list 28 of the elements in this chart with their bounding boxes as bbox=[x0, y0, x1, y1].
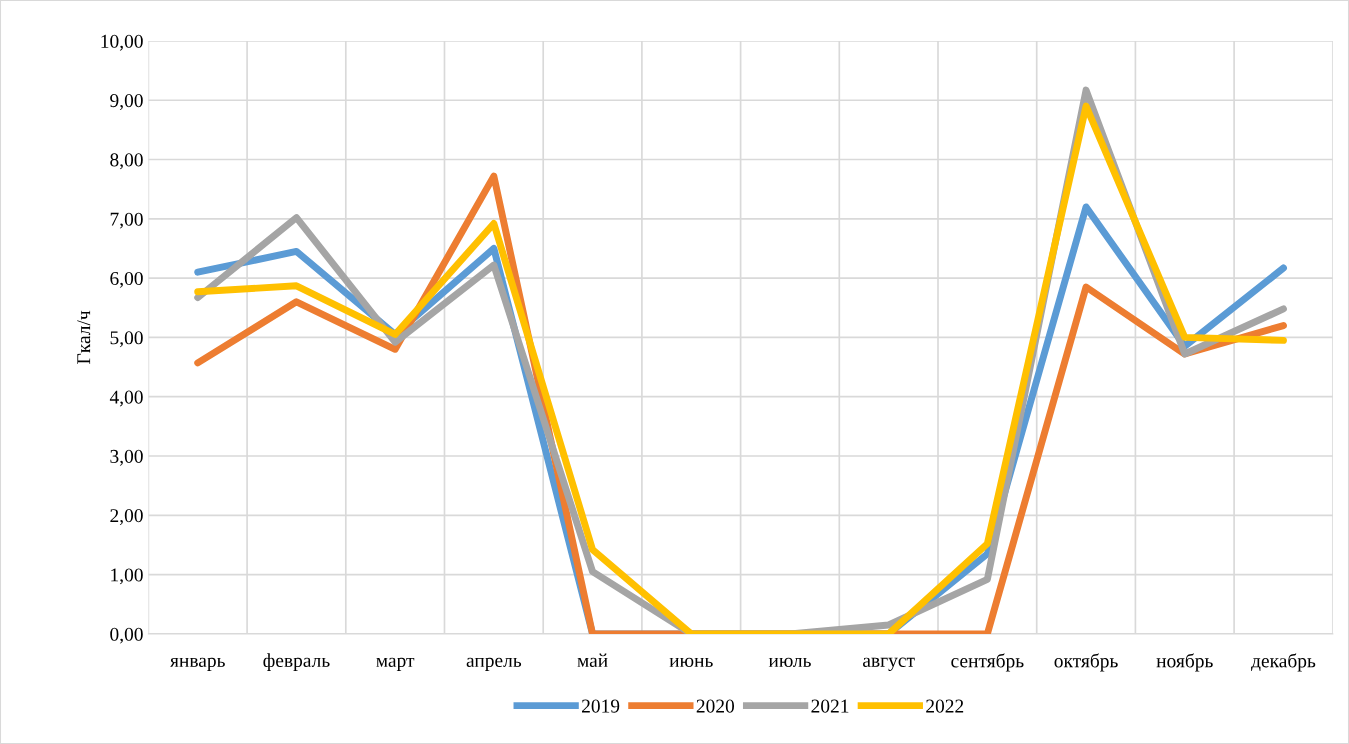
y-tick-label: 0,00 bbox=[110, 627, 143, 644]
x-tick-label: январь bbox=[170, 657, 225, 671]
y-axis-title: Гкал/ч bbox=[77, 310, 91, 364]
x-tick-label: август bbox=[863, 657, 915, 671]
x-tick-label: апрель bbox=[466, 657, 522, 671]
x-tick-label: февраль bbox=[263, 653, 330, 671]
x-tick-label: ноябрь bbox=[1156, 653, 1213, 672]
x-tick-label: сентябрь bbox=[951, 653, 1024, 672]
y-tick-label: 8,00 bbox=[110, 153, 143, 170]
x-tick-label: июнь bbox=[669, 657, 713, 668]
x-tick-label: июль bbox=[768, 657, 811, 668]
y-tick-label: 2,00 bbox=[110, 509, 143, 526]
y-tick-label: 4,00 bbox=[109, 390, 143, 407]
legend-label: 2022 bbox=[926, 699, 964, 713]
y-tick-label: 3,00 bbox=[110, 449, 143, 466]
x-tick-label: март bbox=[376, 657, 415, 671]
x-tick-label: май bbox=[577, 653, 608, 668]
y-tick-label: 6,00 bbox=[110, 271, 143, 288]
legend-label: 2020 bbox=[696, 699, 735, 713]
y-tick-label: 9,00 bbox=[110, 94, 143, 110]
y-tick-label: 10,00 bbox=[101, 34, 143, 51]
legend-label: 2019 bbox=[582, 699, 620, 713]
y-tick-label: 7,00 bbox=[110, 212, 143, 229]
legend-label: 2021 bbox=[811, 699, 849, 713]
x-tick-label: декабрь bbox=[1251, 653, 1316, 672]
y-tick-label: 5,00 bbox=[110, 331, 143, 348]
x-tick-label: октябрь bbox=[1054, 653, 1118, 672]
y-tick-label: 1,00 bbox=[111, 568, 143, 585]
